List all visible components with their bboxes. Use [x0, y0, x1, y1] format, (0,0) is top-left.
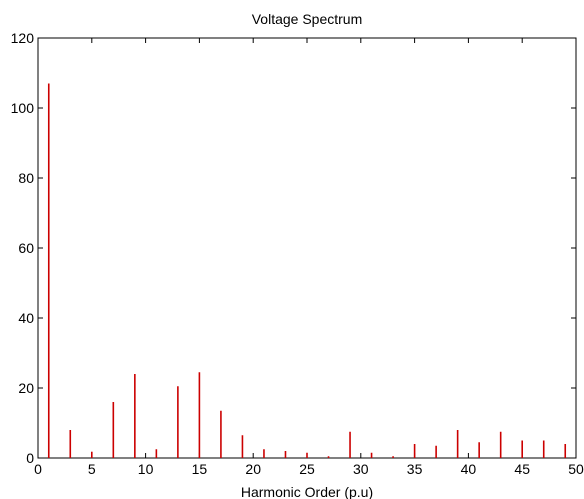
plot-layer: 0 5 10 15 20 25 30 35 40 45 50 0 20 40 60 80 100 120: [11, 30, 584, 477]
x-tick-label: 25: [299, 461, 315, 477]
y-tick-label: 60: [18, 240, 34, 256]
x-tick-label: 50: [568, 461, 584, 477]
axes-frame: [37, 37, 577, 459]
x-tick-label: 10: [138, 461, 154, 477]
x-axis-label: Harmonic Order (p.u): [241, 484, 373, 499]
x-tick-label: 0: [34, 461, 42, 477]
y-tick-label: 120: [11, 30, 35, 46]
x-tick-label: 30: [353, 461, 369, 477]
chart-title: Voltage Spectrum: [252, 11, 363, 27]
x-tick-label: 45: [514, 461, 530, 477]
y-tick-label: 80: [18, 170, 34, 186]
y-tick-label: 0: [26, 450, 34, 466]
x-tick-label: 35: [407, 461, 423, 477]
x-tick-label: 15: [192, 461, 208, 477]
x-tick-label: 40: [461, 461, 477, 477]
y-tick-label: 20: [18, 380, 34, 396]
x-tick-label: 5: [88, 461, 96, 477]
y-tick-label: 40: [18, 310, 34, 326]
x-tick-label: 20: [245, 461, 261, 477]
y-tick-label: 100: [11, 100, 35, 116]
